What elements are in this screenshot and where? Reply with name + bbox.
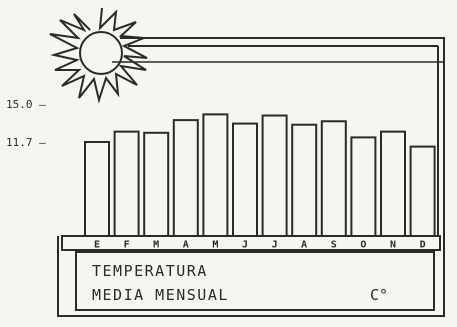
x-tick-label: S xyxy=(331,240,337,251)
chart-frame xyxy=(57,37,445,317)
x-tick-label: A xyxy=(301,240,307,251)
x-tick-label: F xyxy=(124,240,130,251)
bar-8 xyxy=(291,123,318,237)
chart-unit: C° xyxy=(370,286,388,304)
bar-11 xyxy=(380,130,406,238)
bar-6 xyxy=(232,122,258,237)
bar-2 xyxy=(113,130,140,238)
x-tick-label: D xyxy=(420,240,426,251)
bar-1 xyxy=(84,141,110,237)
bar-10 xyxy=(350,136,377,237)
bar-5 xyxy=(202,113,229,237)
y-axis-marks: 15.0 — 11.7 — xyxy=(6,98,46,149)
bar-12 xyxy=(409,145,436,237)
x-tick-label: E xyxy=(94,240,100,251)
x-tick-label: M xyxy=(212,240,218,251)
bar-9 xyxy=(320,120,347,237)
x-tick-label: N xyxy=(390,240,396,251)
x-tick-label: M xyxy=(153,240,159,251)
y-mark-label: 15.0 — xyxy=(6,98,46,111)
bar-3 xyxy=(143,131,170,237)
chart-title-line-2: MEDIA MENSUAL xyxy=(92,286,229,304)
x-tick-label: A xyxy=(183,240,189,251)
x-tick-label: J xyxy=(272,240,278,251)
x-tick-label: O xyxy=(360,240,366,251)
bar-4 xyxy=(172,119,199,237)
y-mark-label: 11.7 — xyxy=(6,136,46,149)
bars-group xyxy=(84,113,436,238)
sun-icon xyxy=(49,7,148,104)
bar-7 xyxy=(261,114,288,237)
x-tick-label: J xyxy=(242,240,248,251)
chart-title-line-1: TEMPERATURA xyxy=(92,262,208,280)
